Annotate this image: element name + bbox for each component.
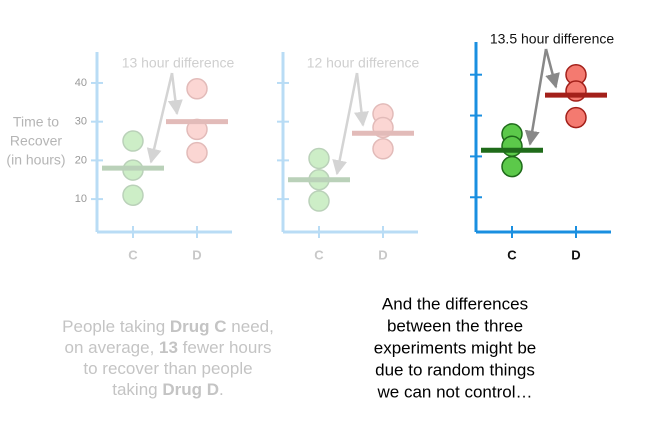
arrow — [544, 48, 560, 89]
annotation: 13 hour difference — [122, 55, 235, 71]
arrow — [146, 72, 174, 164]
caption-left-line: to recover than people — [83, 359, 252, 378]
chart — [91, 52, 232, 238]
arrow — [524, 48, 548, 146]
data-point — [565, 106, 587, 129]
data-point — [308, 168, 330, 191]
x-tick-label: C — [128, 247, 138, 262]
data-point — [122, 130, 144, 152]
data-point — [565, 80, 587, 102]
y-tick-label: 10 — [75, 193, 87, 205]
arrow — [167, 72, 183, 116]
data-point — [308, 190, 330, 212]
caption-run: 13 — [159, 338, 178, 357]
y-axis-label: Recover — [10, 133, 62, 149]
caption-left-line: taking Drug D. — [112, 380, 224, 399]
caption-run: on average, — [65, 338, 160, 357]
x-tick-label: C — [507, 247, 517, 262]
arrow — [354, 72, 369, 127]
caption-run: . — [219, 380, 224, 399]
data-point — [186, 141, 208, 164]
y-axis-label: Time to — [13, 114, 59, 130]
data-point — [501, 135, 523, 157]
y-tick-label: 40 — [75, 77, 87, 89]
caption-run: fewer hours — [178, 338, 272, 357]
x-tick-label: D — [192, 247, 201, 262]
x-tick-label: C — [314, 247, 324, 262]
caption-right-line: due to random things — [375, 360, 535, 379]
data-point — [186, 78, 208, 100]
annotation: 12 hour difference — [307, 55, 420, 71]
caption-left-line: on average, 13 fewer hours — [65, 338, 272, 357]
caption-right-line: we can not control… — [377, 382, 533, 401]
data-point — [372, 138, 394, 160]
data-point — [122, 159, 144, 181]
caption-run: Drug C — [170, 317, 227, 336]
data-point — [186, 118, 208, 141]
caption-left-line: People taking Drug C need, — [62, 317, 274, 336]
arrow — [332, 72, 359, 176]
caption-run: to recover than people — [83, 359, 252, 378]
x-tick-label: D — [378, 247, 387, 262]
caption-right-line: between the three — [387, 316, 523, 335]
annotation: 13.5 hour difference — [490, 31, 614, 47]
data-point — [372, 103, 394, 125]
caption-run: taking — [112, 380, 162, 399]
caption-right-line: And the differences — [382, 294, 528, 313]
data-point — [308, 147, 330, 170]
x-tick-label: D — [571, 247, 580, 262]
chart — [277, 52, 418, 238]
y-axis-label: (in hours) — [6, 152, 65, 168]
caption-run: need, — [227, 317, 274, 336]
caption-run: People taking — [62, 317, 170, 336]
y-tick-label: 20 — [75, 154, 87, 166]
y-tick-label: 30 — [75, 116, 87, 128]
caption-right-line: experiments might be — [374, 338, 537, 357]
chart — [470, 42, 611, 238]
caption-run: Drug D — [162, 380, 219, 399]
data-point — [501, 155, 523, 178]
data-point — [122, 184, 144, 206]
data-point — [372, 116, 394, 139]
